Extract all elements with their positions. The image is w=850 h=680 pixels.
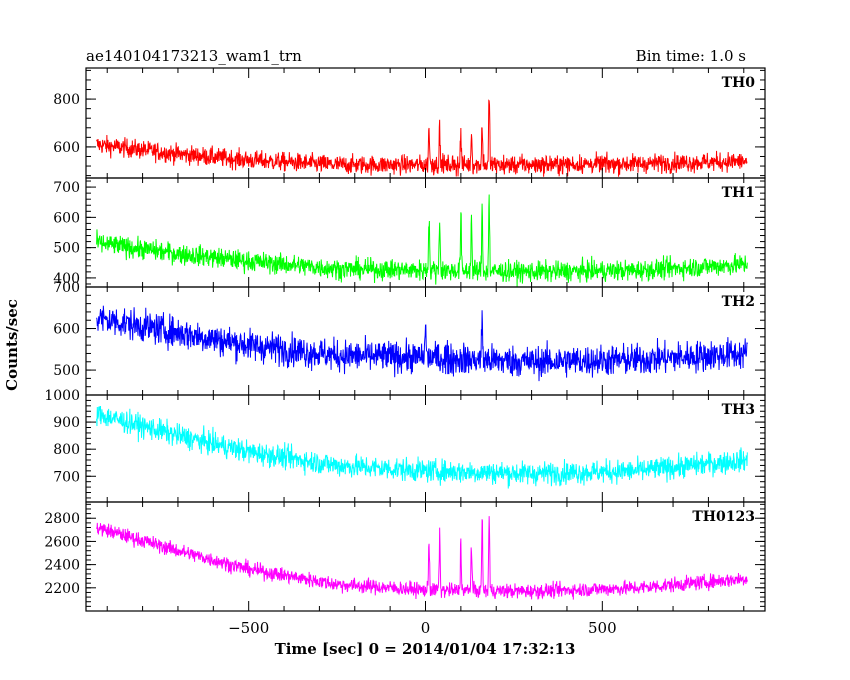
- y-tick-label: 2800: [44, 511, 80, 527]
- panel-label-th0123: TH0123: [692, 509, 755, 525]
- y-tick-label: 2600: [44, 534, 80, 550]
- y-tick-label: 400: [53, 271, 80, 287]
- series-line-th2: [96, 305, 748, 382]
- bin-time-label: Bin time: 1.0 s: [636, 47, 746, 65]
- panel-frame: [85, 394, 766, 503]
- panel-th1: 400 500 600 700 TH1: [53, 177, 766, 288]
- y-tick-label: 800: [53, 92, 80, 108]
- chart-title: ae140104173213_wam1_trn: [86, 47, 302, 65]
- series-line-th0123: [96, 516, 748, 600]
- panel-label-th3: TH3: [722, 402, 755, 418]
- panel-th2: 500 600 700 TH2: [53, 280, 766, 396]
- series-line-th1: [96, 194, 748, 287]
- y-tick-label: 2200: [44, 581, 80, 597]
- y-tick-label: 700: [53, 469, 80, 485]
- series-line-th3: [96, 406, 748, 489]
- y-tick-label: 600: [53, 140, 80, 156]
- y-tick-label: 500: [53, 363, 80, 379]
- x-tick-label: −500: [228, 619, 269, 637]
- panels-group: 600 800 TH0 400 500 600 700 TH1 500 600 700 TH2 700 8…: [44, 67, 766, 637]
- y-tick-label: 500: [53, 241, 80, 257]
- series-line-th0: [96, 99, 748, 177]
- y-tick-label: 600: [53, 322, 80, 338]
- y-tick-label: 800: [53, 442, 80, 458]
- x-tick-label: 0: [421, 619, 431, 637]
- y-tick-label: 700: [53, 180, 80, 196]
- panel-th3: 700 800 900 1000 TH3: [44, 388, 766, 503]
- panel-th0: 600 800 TH0: [53, 67, 766, 179]
- y-tick-label: 700: [53, 280, 80, 296]
- y-tick-label: 2400: [44, 558, 80, 574]
- x-axis-label: Time [sec] 0 = 2014/01/04 17:32:13: [275, 640, 576, 658]
- y-tick-label: 600: [53, 210, 80, 226]
- panel-label-th2: TH2: [722, 294, 755, 310]
- y-tick-label: 900: [53, 415, 80, 431]
- panel-th0123: 2200 2400 2600 2800 TH0123: [44, 501, 766, 612]
- panel-label-th1: TH1: [722, 185, 755, 201]
- y-axis-label: Counts/sec: [3, 299, 21, 391]
- y-tick-label: 1000: [44, 388, 80, 404]
- x-tick-label: 500: [588, 619, 617, 637]
- panel-label-th0: TH0: [722, 75, 756, 91]
